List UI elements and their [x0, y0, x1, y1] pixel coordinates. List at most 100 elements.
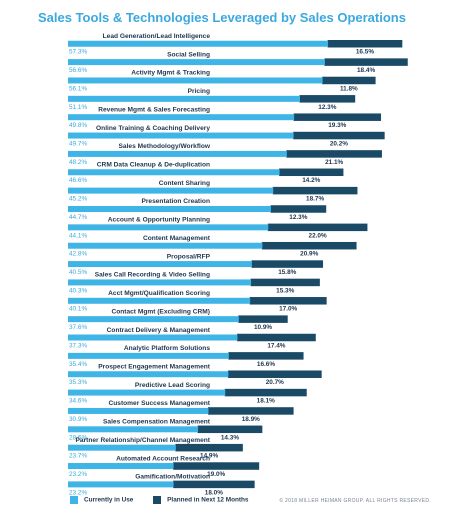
category-label: Automated Account Research	[116, 455, 210, 462]
value-label-current: 37.6%	[69, 324, 87, 331]
value-label-current: 56.6%	[69, 67, 87, 74]
bar-planned	[293, 131, 385, 140]
category-label: Sales Compensation Management	[103, 419, 211, 426]
value-label-current: 48.2%	[69, 159, 87, 166]
bar-current	[68, 444, 176, 451]
bar-current	[68, 481, 174, 488]
chart-legend: Currently in Use Planned in Next 12 Mont…	[70, 496, 266, 504]
bar-planned	[251, 260, 324, 268]
value-label-planned: 19.3%	[328, 122, 346, 129]
bar-planned	[272, 186, 358, 195]
value-label-planned: 18.9%	[242, 416, 260, 423]
value-label-planned: 17.0%	[279, 306, 297, 313]
value-label-planned: 15.8%	[278, 269, 296, 276]
bar-planned	[228, 352, 304, 360]
value-label-planned: 11.8%	[340, 85, 358, 92]
value-label-planned: 18.4%	[357, 67, 375, 74]
value-label-current: 40.1%	[69, 306, 87, 313]
bar-planned	[279, 168, 344, 177]
value-label-current: 56.1%	[69, 85, 87, 92]
category-label: Acct Mgmt/Qualification Scoring	[108, 290, 210, 297]
value-label-planned: 21.1%	[325, 159, 343, 166]
bar-current	[68, 187, 274, 194]
category-label: Analytic Platform Solutions	[124, 345, 210, 352]
bar-current	[68, 316, 239, 323]
value-label-current: 35.3%	[69, 379, 87, 386]
value-label-current: 37.3%	[69, 342, 87, 349]
bar-current	[68, 132, 294, 139]
value-label-current: 51.1%	[69, 104, 87, 111]
value-label-current: 23.7%	[69, 453, 87, 460]
bar-current	[68, 205, 271, 212]
bar-planned	[207, 407, 294, 415]
value-label-planned: 14.9%	[200, 453, 218, 460]
value-label-planned: 19.0%	[207, 471, 225, 478]
category-label: Pricing	[188, 88, 210, 95]
bar-current	[68, 334, 238, 341]
bar-current	[68, 352, 229, 359]
value-label-planned: 20.7%	[266, 379, 284, 386]
bar-planned	[238, 315, 288, 323]
value-label-current: 35.4%	[69, 361, 87, 368]
bar-planned	[227, 370, 322, 378]
bar-planned	[327, 40, 403, 48]
bar-current	[68, 407, 209, 414]
value-label-planned: 12.3%	[289, 214, 307, 221]
value-label-planned: 14.2%	[302, 177, 320, 184]
value-label-planned: 12.3%	[318, 104, 336, 111]
value-label-current: 34.6%	[69, 398, 87, 405]
category-label: Social Selling	[167, 51, 210, 58]
value-label-current: 42.8%	[69, 251, 87, 258]
value-label-planned: 16.5%	[356, 49, 374, 56]
category-label: Content Sharing	[159, 180, 210, 187]
category-label: Activity Mgmt & Tracking	[131, 70, 210, 77]
bar-planned	[261, 241, 357, 250]
value-label-current: 30.9%	[69, 416, 87, 423]
bar-planned	[324, 58, 408, 66]
category-label: Gamification/Motivation	[135, 474, 210, 481]
category-label: Account & Opportunity Planning	[108, 217, 210, 224]
bar-current	[68, 77, 323, 84]
bar-current	[68, 463, 174, 470]
value-label-current: 49.7%	[69, 141, 87, 148]
legend-swatch-current	[70, 496, 78, 504]
value-label-planned: 20.9%	[300, 251, 318, 258]
category-label: Sales Methodology/Workflow	[119, 143, 211, 150]
bar-planned	[249, 297, 327, 305]
bar-current	[68, 426, 199, 433]
value-label-current: 28.6%	[69, 434, 87, 441]
legend-item-planned: Planned in Next 12 Months	[153, 496, 248, 504]
bar-current	[68, 150, 287, 157]
bar-current	[68, 261, 252, 268]
bar-planned	[224, 388, 307, 397]
value-label-planned: 14.3%	[221, 434, 239, 441]
value-label-current: 49.8%	[69, 122, 87, 129]
value-label-current: 57.3%	[69, 49, 87, 56]
value-label-planned: 20.2%	[330, 141, 348, 148]
value-label-current: 46.6%	[69, 177, 87, 184]
category-label: Customer Success Management	[108, 400, 210, 407]
value-label-current: 44.1%	[69, 232, 87, 239]
bar-current	[68, 169, 280, 176]
category-label: Content Management	[143, 235, 211, 242]
legend-swatch-planned	[153, 496, 162, 504]
legend-label-planned: Planned in Next 12 Months	[167, 496, 249, 504]
bar-current	[68, 224, 269, 231]
bar-current	[68, 279, 252, 286]
legend-item-current: Currently in Use	[70, 496, 133, 504]
value-label-current: 23.2%	[69, 489, 87, 496]
value-label-current: 40.5%	[69, 269, 87, 276]
value-label-planned: 18.1%	[257, 398, 275, 405]
bar-planned	[173, 480, 255, 489]
bar-planned	[299, 95, 356, 103]
bar-planned	[293, 113, 382, 121]
bar-planned	[322, 76, 376, 85]
chart-title: Sales Tools & Technologies Leveraged by …	[38, 10, 406, 25]
bar-planned	[236, 333, 316, 342]
category-label: Sales Call Recording & Video Selling	[95, 272, 210, 279]
bar-current	[68, 389, 226, 396]
category-label: Partner Relationship/Channel Management	[76, 437, 211, 444]
category-label: Prospect Engagement Management	[98, 363, 211, 370]
bar-current	[68, 242, 263, 249]
